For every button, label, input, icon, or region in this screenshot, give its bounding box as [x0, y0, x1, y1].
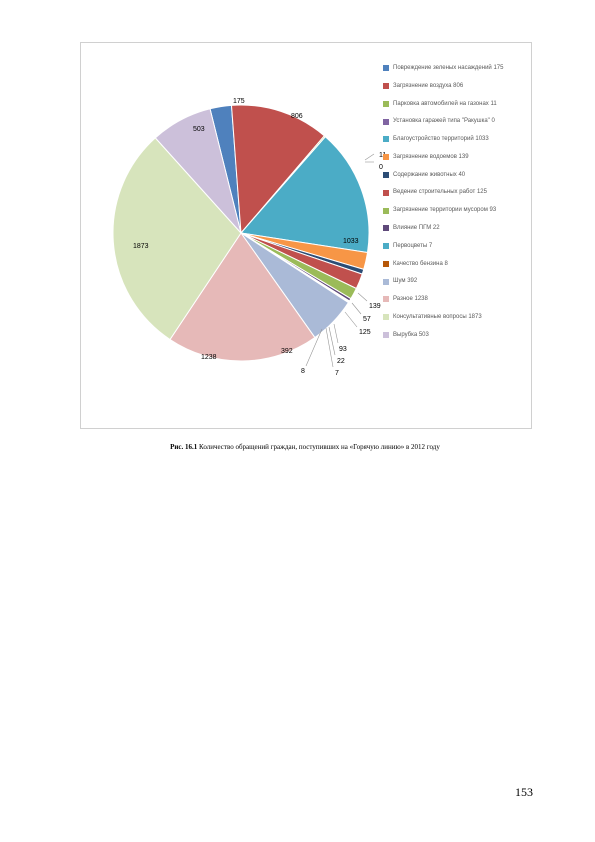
pie-data-label: 139 [369, 303, 381, 310]
legend-item: Первоцветы 7 [383, 243, 525, 250]
legend-swatch [383, 225, 389, 231]
legend-swatch [383, 83, 389, 89]
legend-swatch [383, 296, 389, 302]
figure-frame: 1758061101033139571259322783921238187350… [80, 42, 532, 429]
legend-label: Благоустройство территорий 1033 [393, 136, 489, 143]
pie-data-label: 806 [291, 113, 303, 120]
pie-data-label: 57 [363, 316, 371, 323]
leader-line [345, 312, 357, 327]
legend-swatch [383, 243, 389, 249]
legend-swatch [383, 279, 389, 285]
legend-swatch [383, 261, 389, 267]
legend-swatch [383, 208, 389, 214]
legend-swatch [383, 65, 389, 71]
legend-label: Шум 392 [393, 278, 417, 285]
legend-item: Содержание животных 40 [383, 172, 525, 179]
legend-label: Загрязнение территории мусором 93 [393, 207, 496, 214]
pie-data-label: 503 [193, 126, 205, 133]
legend-swatch [383, 154, 389, 160]
legend-item: Ведение строительных работ 125 [383, 189, 525, 196]
leader-line [326, 328, 333, 367]
legend-label: Повреждение зеленых насаждений 175 [393, 65, 503, 72]
caption-bold: Рис. 16.1 [170, 443, 197, 451]
legend-swatch [383, 314, 389, 320]
legend-label: Консультативные вопросы 1873 [393, 314, 482, 321]
page-number: 153 [515, 785, 533, 800]
pie-chart: 1758061101033139571259322783921238187350… [101, 68, 381, 408]
legend-item: Загрязнение воздуха 806 [383, 83, 525, 90]
legend-swatch [383, 332, 389, 338]
pie-data-label: 125 [359, 329, 371, 336]
legend-swatch [383, 101, 389, 107]
legend-item: Загрязнение территории мусором 93 [383, 207, 525, 214]
legend-label: Качество бензина 8 [393, 261, 448, 268]
legend-swatch [383, 190, 389, 196]
leader-line [352, 303, 361, 314]
pie-data-label: 8 [301, 368, 305, 375]
pie-data-label: 93 [339, 346, 347, 353]
legend-label: Установка гаражей типа "Ракушка" 0 [393, 118, 495, 125]
legend-label: Ведение строительных работ 125 [393, 189, 487, 196]
legend-label: Загрязнение водоемов 139 [393, 154, 469, 161]
legend-label: Влияние ПГМ 22 [393, 225, 440, 232]
legend-item: Парковка автомобилей на газонах 11 [383, 101, 525, 108]
page: 1758061101033139571259322783921238187350… [0, 0, 595, 842]
pie-data-label: 175 [233, 98, 245, 105]
legend-item: Консультативные вопросы 1873 [383, 314, 525, 321]
legend-item: Влияние ПГМ 22 [383, 225, 525, 232]
pie-svg [101, 68, 431, 408]
legend-item: Загрязнение водоемов 139 [383, 154, 525, 161]
legend-label: Разное 1238 [393, 296, 428, 303]
legend-item: Установка гаражей типа "Ракушка" 0 [383, 118, 525, 125]
leader-line [334, 324, 338, 343]
legend-label: Загрязнение воздуха 806 [393, 83, 463, 90]
legend-swatch [383, 136, 389, 142]
pie-data-label: 7 [335, 370, 339, 377]
leader-line [365, 154, 374, 160]
legend: Повреждение зеленых насаждений 175 Загряз… [383, 65, 525, 350]
legend-item: Разное 1238 [383, 296, 525, 303]
pie-data-label: 22 [337, 358, 345, 365]
legend-item: Благоустройство территорий 1033 [383, 136, 525, 143]
pie-data-label: 1873 [133, 243, 149, 250]
legend-item: Качество бензина 8 [383, 261, 525, 268]
pie-data-label: 392 [281, 348, 293, 355]
figure-caption: Рис. 16.1 Количество обращений граждан, … [80, 443, 530, 451]
legend-label: Парковка автомобилей на газонах 11 [393, 101, 497, 108]
leader-line [358, 293, 367, 301]
legend-label: Вырубка 503 [393, 332, 429, 339]
legend-swatch [383, 119, 389, 125]
legend-item: Повреждение зеленых насаждений 175 [383, 65, 525, 72]
legend-label: Содержание животных 40 [393, 172, 465, 179]
pie-data-label: 1238 [201, 354, 217, 361]
pie-data-label: 1033 [343, 238, 359, 245]
legend-item: Шум 392 [383, 278, 525, 285]
legend-swatch [383, 172, 389, 178]
legend-label: Первоцветы 7 [393, 243, 432, 250]
caption-text: Количество обращений граждан, поступивши… [197, 443, 440, 451]
legend-item: Вырубка 503 [383, 332, 525, 339]
